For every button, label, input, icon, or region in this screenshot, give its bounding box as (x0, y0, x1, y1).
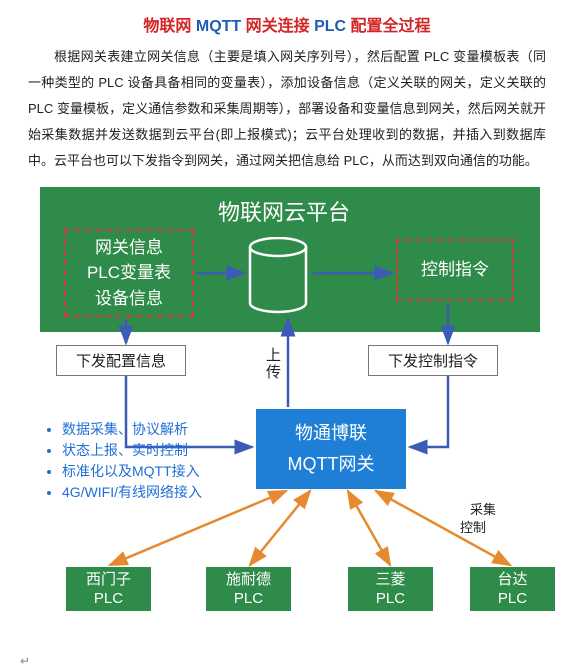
title-part-1: 物联网 (143, 18, 195, 35)
intro-paragraph: 根据网关表建立网关信息（主要是填入网关序列号），然后配置 PLC 变量模板表（同… (0, 44, 574, 182)
config-line-3: 设备信息 (66, 286, 192, 312)
send-ctrl-label: 下发控制指令 (368, 345, 498, 376)
plc-2-name: 施耐德 (206, 570, 291, 590)
title-part-4: PLC (314, 18, 346, 35)
plc-1-sub: PLC (66, 589, 151, 609)
cloud-title: 物联网云平台 (218, 195, 350, 227)
plc-3-sub: PLC (348, 589, 433, 609)
title-part-5: 配置全过程 (346, 18, 430, 35)
plc-4-sub: PLC (470, 589, 555, 609)
send-config-label: 下发配置信息 (56, 345, 186, 376)
config-line-1: 网关信息 (66, 235, 192, 261)
bullet-1: 数据采集、协议解析 (62, 419, 202, 440)
bullet-2: 状态上报、实时控制 (62, 440, 202, 461)
plc-4-name: 台达 (470, 570, 555, 590)
feature-bullets: 数据采集、协议解析 状态上报、实时控制 标准化以及MQTT接入 4G/WIFI/… (46, 419, 202, 503)
architecture-diagram: 物联网云平台 网关信息 PLC变量表 设备信息 控制指令 (18, 187, 555, 617)
config-info-box: 网关信息 PLC变量表 设备信息 (64, 229, 194, 317)
mqtt-gateway-box: 物通博联 MQTT网关 (256, 409, 406, 489)
page-title: 物联网 MQTT 网关连接 PLC 配置全过程 (0, 0, 574, 44)
upload-label: 上传 (262, 347, 283, 381)
plc-siemens: 西门子 PLC (66, 567, 151, 611)
control-cmd-box: 控制指令 (396, 239, 514, 301)
control-cmd-text: 控制指令 (398, 257, 512, 283)
plc-2-sub: PLC (206, 589, 291, 609)
bullet-3: 标准化以及MQTT接入 (62, 461, 202, 482)
plc-mitsubishi: 三菱 PLC (348, 567, 433, 611)
collect-label: 采集 (470, 499, 496, 518)
plc-1-name: 西门子 (66, 570, 151, 590)
plc-3-name: 三菱 (348, 570, 433, 590)
title-part-3: 网关连接 (241, 18, 314, 35)
corner-mark: ↵ (20, 654, 30, 668)
plc-delta: 台达 PLC (470, 567, 555, 611)
control-label: 控制 (460, 517, 486, 536)
database-icon (248, 237, 308, 315)
plc-schneider: 施耐德 PLC (206, 567, 291, 611)
gateway-line-2: MQTT网关 (256, 449, 406, 480)
bullet-4: 4G/WIFI/有线网络接入 (62, 482, 202, 503)
title-part-2: MQTT (196, 18, 241, 35)
gateway-line-1: 物通博联 (256, 418, 406, 449)
config-line-2: PLC变量表 (66, 260, 192, 286)
